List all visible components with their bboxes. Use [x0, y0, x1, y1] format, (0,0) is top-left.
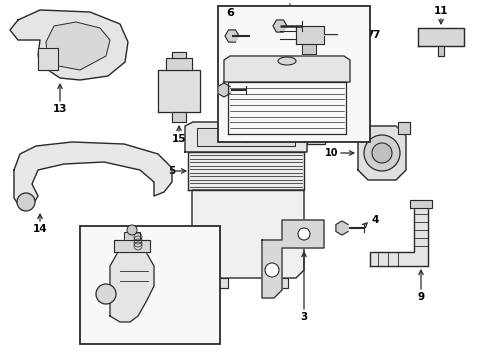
Text: 12: 12 [79, 289, 92, 299]
Text: 14: 14 [33, 224, 47, 234]
Polygon shape [357, 126, 405, 180]
Ellipse shape [278, 57, 295, 65]
Text: 11: 11 [433, 6, 447, 16]
Polygon shape [184, 122, 306, 152]
Polygon shape [271, 278, 287, 288]
Polygon shape [369, 204, 427, 266]
Circle shape [363, 135, 399, 171]
Text: 10: 10 [324, 148, 337, 158]
Polygon shape [124, 232, 140, 240]
Text: 15: 15 [171, 134, 186, 144]
Polygon shape [417, 28, 463, 46]
Polygon shape [187, 152, 304, 190]
Text: 4: 4 [371, 215, 379, 225]
Polygon shape [178, 238, 192, 258]
Text: 3: 3 [300, 312, 307, 322]
Text: 13: 13 [53, 104, 67, 114]
Text: 5: 5 [168, 166, 175, 176]
Text: 6: 6 [225, 8, 233, 18]
Text: 7: 7 [365, 30, 373, 40]
Polygon shape [224, 56, 349, 82]
Polygon shape [218, 83, 229, 97]
Polygon shape [172, 112, 185, 122]
Polygon shape [46, 22, 110, 70]
Bar [80, 226, 220, 344]
Polygon shape [212, 278, 227, 288]
Polygon shape [302, 44, 315, 54]
Polygon shape [158, 70, 200, 112]
Text: 9: 9 [417, 292, 424, 302]
Circle shape [17, 193, 35, 211]
Polygon shape [165, 58, 192, 70]
Circle shape [371, 143, 391, 163]
Polygon shape [197, 128, 294, 146]
Polygon shape [335, 221, 347, 235]
Polygon shape [110, 252, 154, 322]
Polygon shape [262, 220, 324, 298]
Polygon shape [14, 142, 172, 210]
Polygon shape [295, 26, 324, 44]
Polygon shape [114, 240, 150, 252]
Polygon shape [10, 10, 128, 80]
Polygon shape [38, 48, 58, 70]
Polygon shape [437, 46, 443, 56]
Circle shape [127, 225, 137, 235]
Circle shape [297, 228, 309, 240]
Polygon shape [397, 122, 409, 134]
Bar [218, 6, 369, 142]
Polygon shape [172, 52, 185, 58]
Circle shape [264, 263, 279, 277]
Polygon shape [409, 200, 431, 208]
Polygon shape [306, 130, 325, 144]
Polygon shape [272, 20, 286, 32]
Text: 2: 2 [253, 85, 261, 95]
Circle shape [96, 284, 116, 304]
Polygon shape [224, 30, 239, 42]
Polygon shape [192, 190, 304, 278]
Text: 1: 1 [168, 249, 175, 259]
Text: 7: 7 [371, 30, 379, 40]
